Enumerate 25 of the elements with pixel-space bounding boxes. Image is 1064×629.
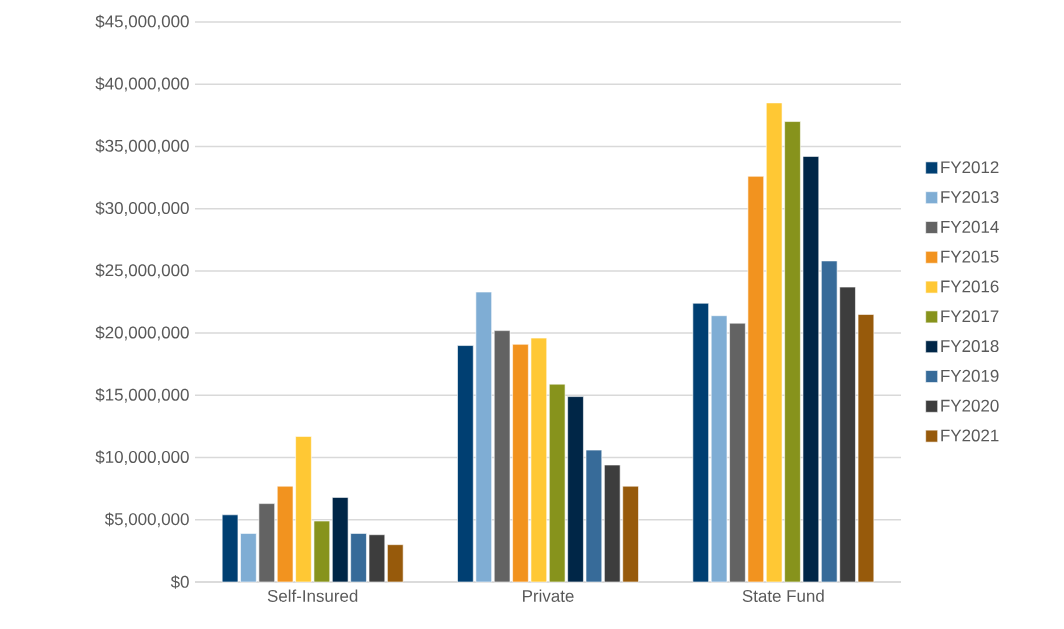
legend-label: FY2020 bbox=[941, 399, 999, 412]
y-tick-label: $35,000,000 bbox=[95, 139, 189, 154]
x-tick-label: State Fund bbox=[742, 589, 824, 602]
bar bbox=[387, 544, 404, 583]
x-tick-label: Private bbox=[523, 589, 574, 602]
y-tick-label: $45,000,000 bbox=[95, 14, 189, 30]
legend-label: FY2021 bbox=[941, 429, 999, 442]
y-tick-label: $30,000,000 bbox=[95, 201, 189, 217]
legend-label: FY2017 bbox=[941, 310, 999, 323]
y-tick-label: $25,000,000 bbox=[95, 263, 189, 279]
x-tick-label: Self-Insured bbox=[267, 589, 358, 602]
legend-label: FY2018 bbox=[941, 340, 999, 353]
y-tick-label: $20,000,000 bbox=[95, 325, 189, 341]
bar bbox=[692, 302, 709, 583]
legend-label: FY2012 bbox=[941, 161, 999, 174]
legend-label: FY2014 bbox=[941, 220, 999, 233]
legend-label: FY2016 bbox=[941, 280, 999, 293]
y-tick-label: $15,000,000 bbox=[95, 387, 189, 403]
y-tick-label: $40,000,000 bbox=[95, 76, 189, 92]
y-tick-label: $5,000,000 bbox=[104, 512, 189, 528]
legend-label: FY2019 bbox=[941, 369, 999, 382]
y-tick-label: $0 bbox=[170, 575, 189, 589]
legend-label: FY2013 bbox=[941, 191, 999, 204]
y-tick-label: $10,000,000 bbox=[95, 450, 189, 465]
legend-label: FY2015 bbox=[941, 250, 999, 263]
